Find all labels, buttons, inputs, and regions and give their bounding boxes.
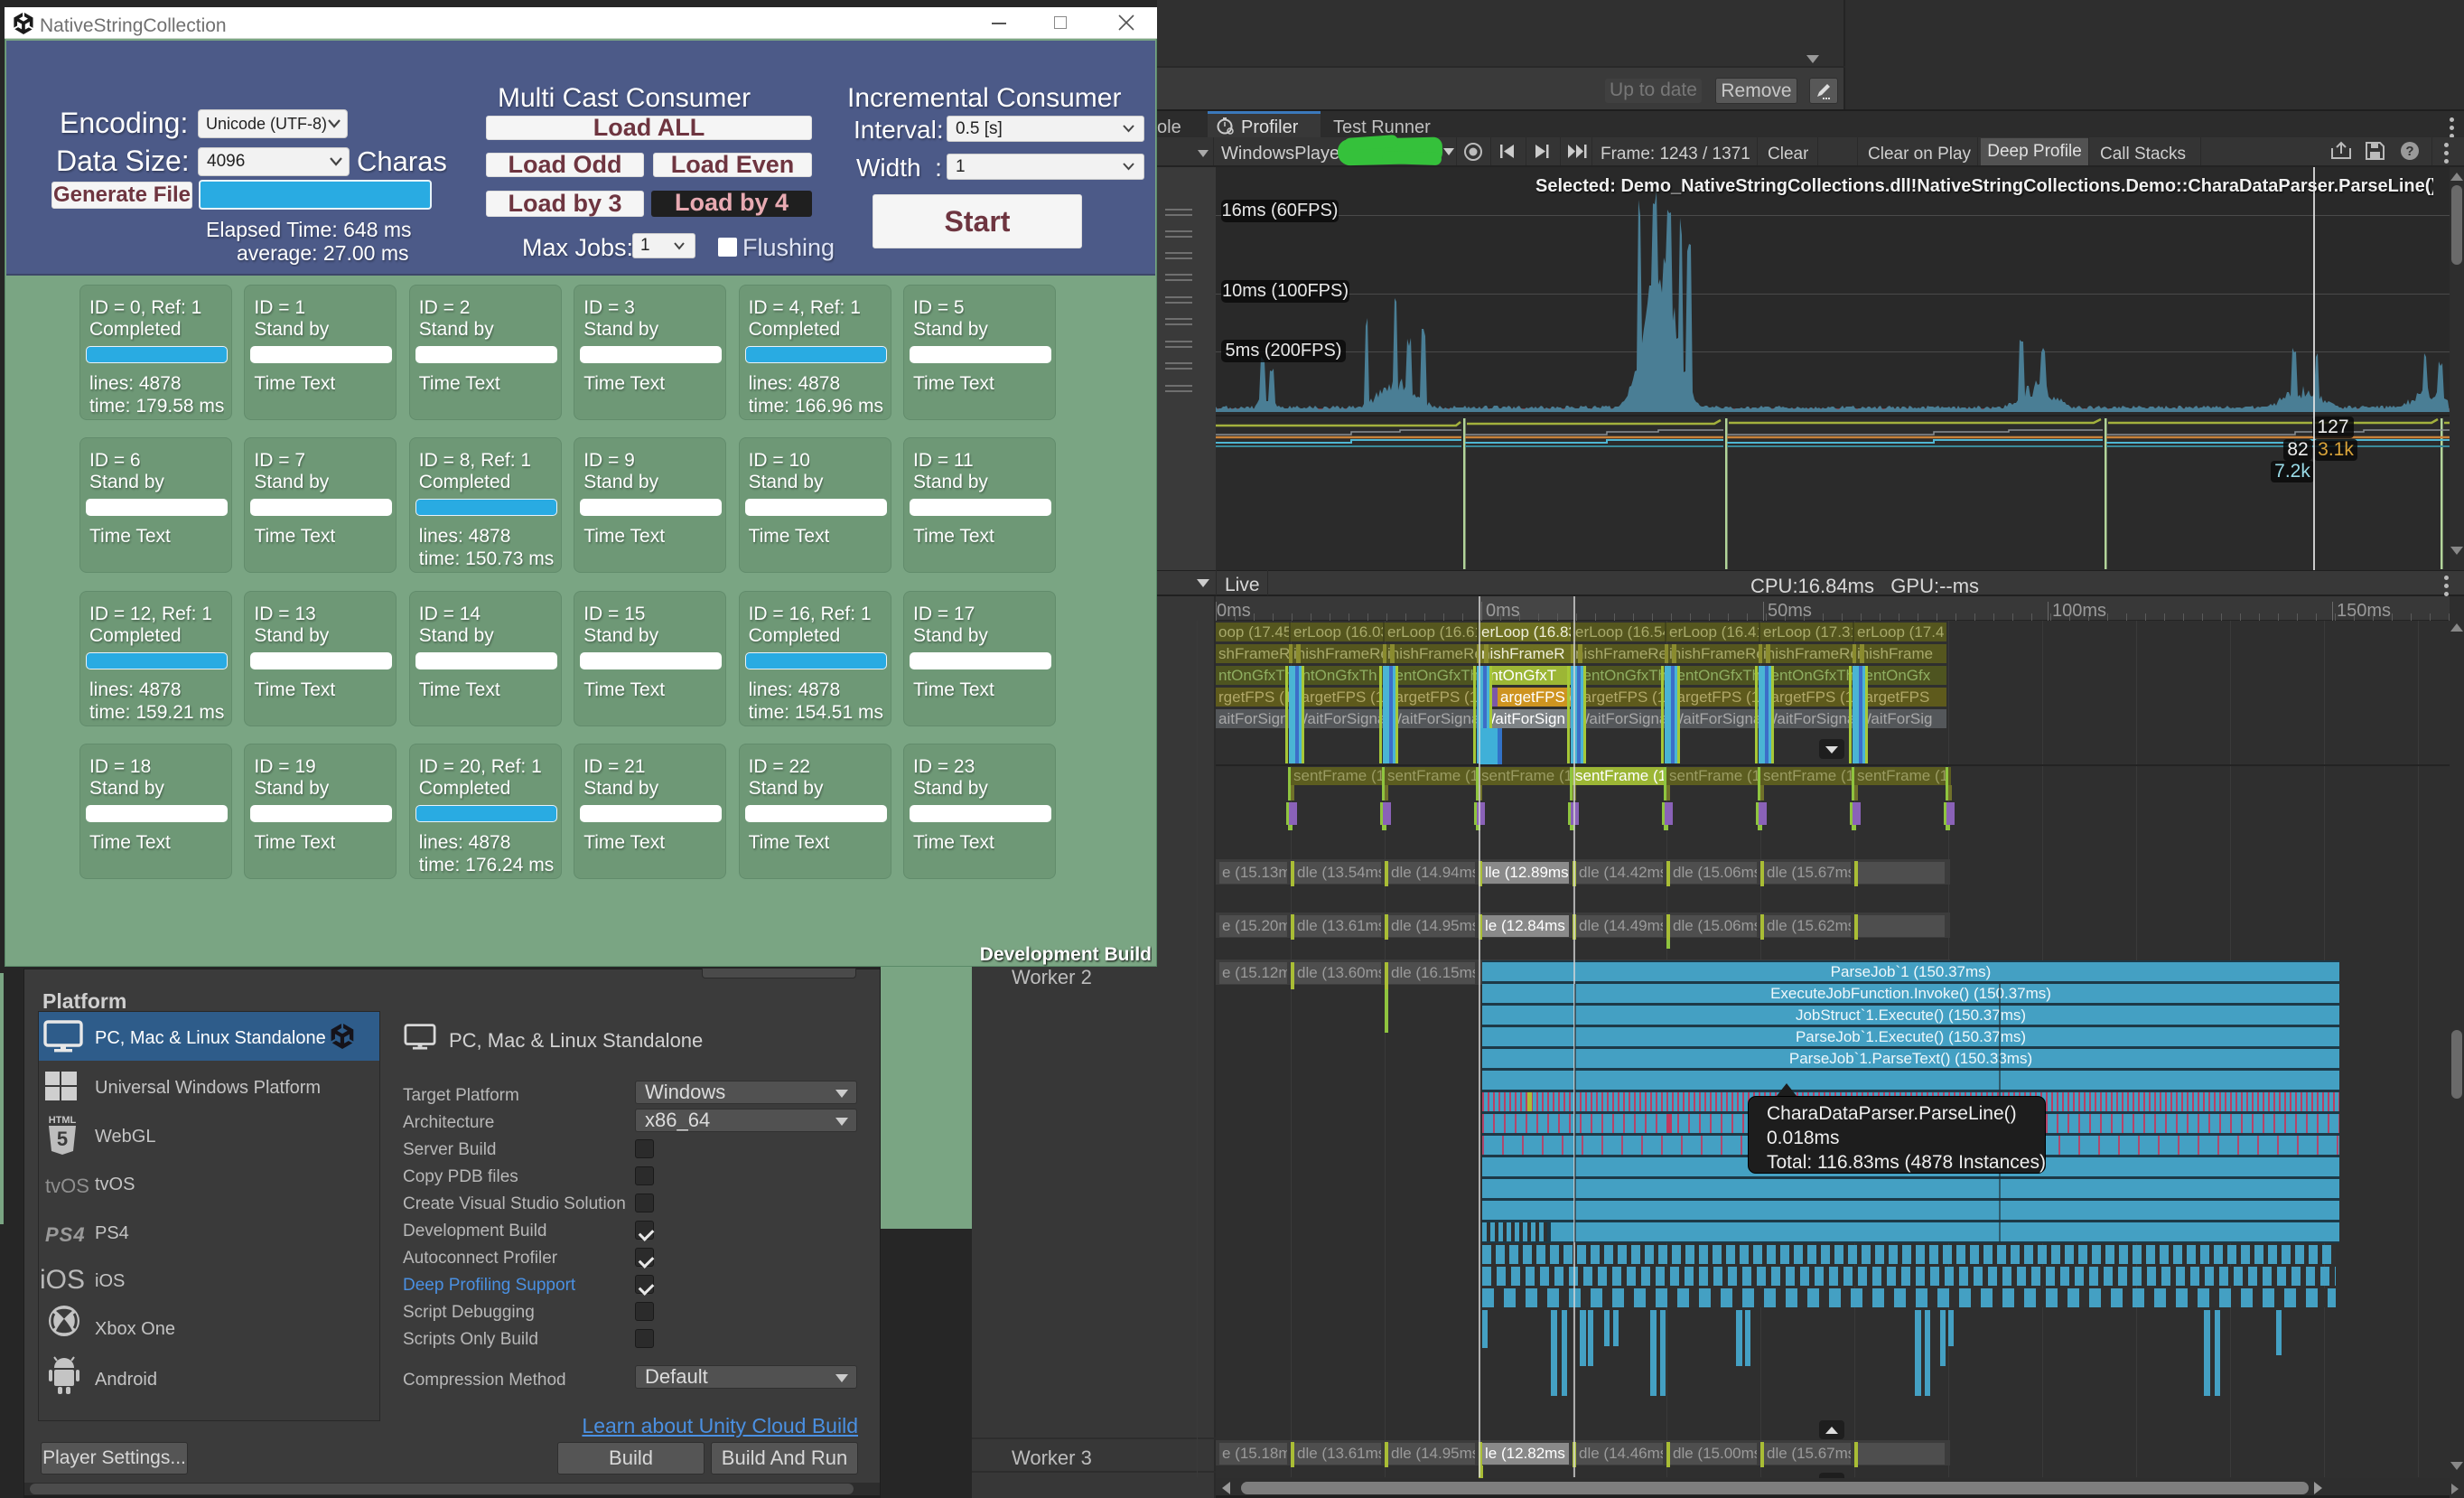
svg-text:?: ? [2405, 144, 2413, 159]
svg-text:5: 5 [57, 1128, 68, 1150]
svg-text:HTML: HTML [49, 1115, 77, 1126]
